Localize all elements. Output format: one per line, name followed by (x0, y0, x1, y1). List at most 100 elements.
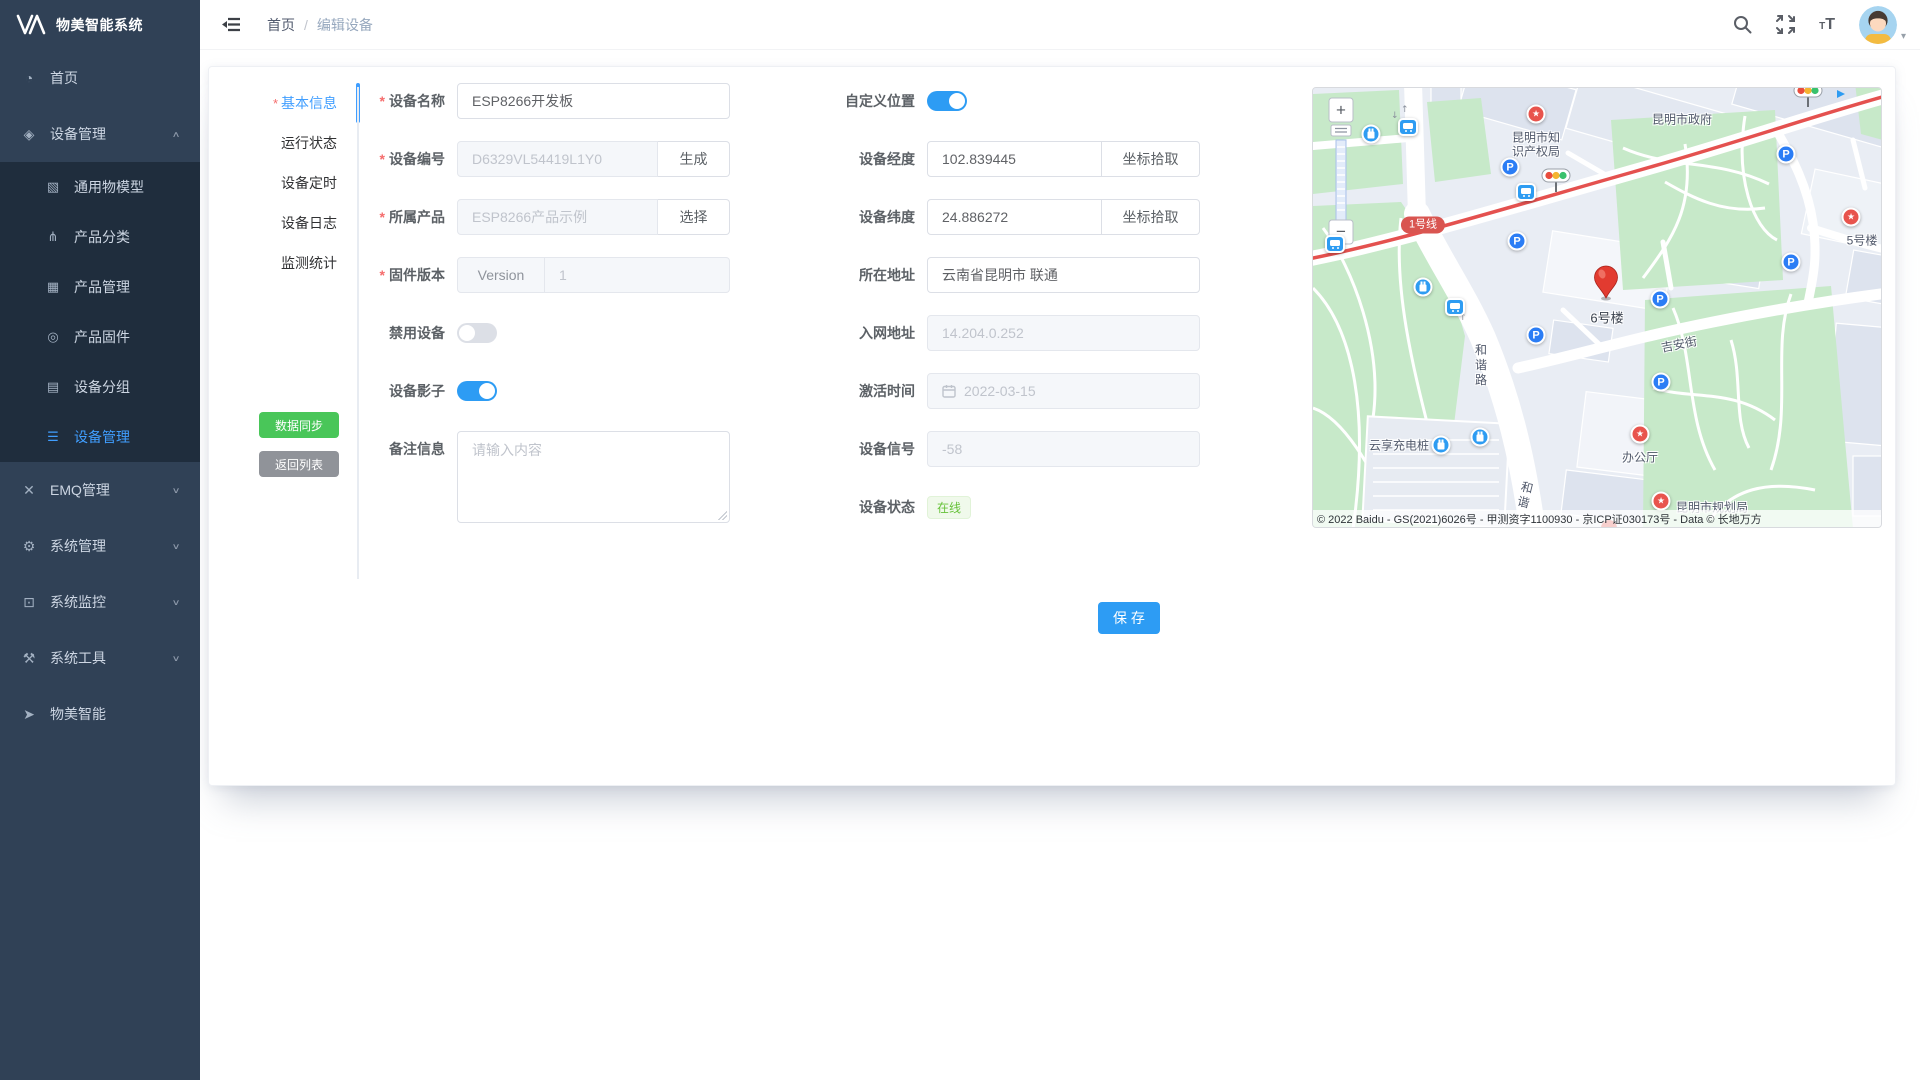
breadcrumb-home[interactable]: 首页 (267, 16, 295, 33)
back-to-list-button[interactable]: 返回列表 (259, 451, 339, 477)
node-icon: ✕ (23, 481, 35, 498)
main-content: * 基本信息 运行状态 设备定时 设备日志 监测统计 数据同步 返回列表 * 设备名… (200, 50, 1920, 1080)
select-product-button[interactable]: 选择 (658, 199, 730, 235)
sidebar-item-device-mgmt[interactable]: ◈ 设备管理 ∧ (0, 106, 200, 162)
parking-icon[interactable]: P (1507, 231, 1527, 251)
sidebar-item-wumei[interactable]: ➤ 物美智能 (0, 686, 200, 742)
disable-device-row: 禁用设备 (347, 315, 730, 351)
generate-button[interactable]: 生成 (658, 141, 730, 177)
sidebar-item-thing-model[interactable]: ▧ 通用物模型 (0, 162, 200, 212)
pick-longitude-button[interactable]: 坐标拾取 (1102, 141, 1200, 177)
zoom-slider-handle[interactable] (1330, 124, 1352, 137)
tab-device-log[interactable]: 设备日志 (281, 215, 337, 231)
sidebar-item-system-mgmt[interactable]: ⚙ 系统管理 ∨ (0, 518, 200, 574)
sidebar-item-product-mgmt[interactable]: ▦ 产品管理 (0, 262, 200, 312)
poi-star-icon[interactable]: ★ (1526, 104, 1546, 124)
map-label-government: 昆明市政府 (1651, 112, 1713, 127)
minus-icon: − (1336, 222, 1346, 241)
disable-device-toggle[interactable] (457, 323, 497, 343)
bus-stop-icon[interactable] (1516, 183, 1536, 201)
chevron-down-icon: ∨ (171, 653, 181, 663)
gear-icon: ⚙ (22, 537, 36, 554)
user-menu[interactable]: ▾ (1858, 5, 1906, 44)
sidebar-item-device-list-active[interactable]: ☰ 设备管理 (0, 412, 200, 462)
bus-stop-icon[interactable] (1445, 298, 1465, 316)
activation-date-input: 2022-03-15 (927, 373, 1200, 409)
sidebar-item-device-group[interactable]: ▤ 设备分组 (0, 362, 200, 412)
sidebar-item-emq[interactable]: ✕ EMQ管理 ∨ (0, 462, 200, 518)
charging-station-icon[interactable] (1413, 277, 1433, 297)
save-button[interactable]: 保 存 (1098, 602, 1160, 634)
custom-location-row: 自定义位置 (817, 83, 1200, 119)
sidebar-item-system-tools[interactable]: ⚒ 系统工具 ∨ (0, 630, 200, 686)
parking-icon[interactable]: P (1651, 372, 1671, 392)
custom-location-toggle[interactable] (927, 91, 967, 111)
tab-basic-info[interactable]: * 基本信息 (272, 95, 337, 111)
chevron-down-icon: ∨ (171, 485, 181, 495)
breadcrumb-separator: / (304, 16, 308, 33)
svg-text:↑: ↑ (1459, 313, 1467, 323)
baidu-map[interactable]: ↑ ↑ ↓ (1312, 87, 1882, 528)
collection-icon: ◈ (23, 125, 35, 142)
firmware-prefix: Version (457, 257, 545, 293)
sidebar-item-product-category[interactable]: ⋔ 产品分类 (0, 212, 200, 262)
poi-star-icon[interactable]: ★ (1841, 207, 1861, 227)
form-left-column: * 设备名称 ESP8266开发板 * 设备编号 D6329VL54419L1Y0 … (347, 83, 730, 545)
pick-latitude-button[interactable]: 坐标拾取 (1102, 199, 1200, 235)
parking-icon[interactable]: P (1500, 157, 1520, 177)
longitude-input[interactable]: 102.839445 (927, 141, 1102, 177)
map-label-ipo-1: 昆明市知 (1511, 130, 1561, 145)
required-mark: * (379, 151, 385, 167)
tab-device-timer[interactable]: 设备定时 (281, 175, 337, 191)
sidebar: 物美智能系统 ◔ 首页 ◈ 设备管理 ∧ ▧ 通用物模型 ⋔ 产品分类 ▦ 产品… (0, 0, 200, 1080)
app-logo[interactable]: 物美智能系统 (0, 0, 200, 50)
sidebar-item-product-firmware[interactable]: ◎ 产品固件 (0, 312, 200, 362)
device-shadow-toggle[interactable] (457, 381, 497, 401)
signal-input: -58 (927, 431, 1200, 467)
charging-station-icon[interactable] (1361, 124, 1381, 144)
search-icon[interactable] (1733, 15, 1752, 34)
product-row: * 所属产品 ESP8266产品示例 选择 (347, 199, 730, 235)
sidebar-collapse-icon[interactable] (222, 17, 241, 32)
edit-device-card: * 基本信息 运行状态 设备定时 设备日志 监测统计 数据同步 返回列表 * 设备名… (208, 66, 1896, 786)
traffic-light-icon (1793, 88, 1823, 107)
tab-monitor-stats[interactable]: 监测统计 (281, 255, 337, 271)
parking-icon[interactable]: P (1781, 252, 1801, 272)
caret-down-icon: ▾ (1900, 30, 1906, 42)
fullscreen-icon[interactable] (1776, 15, 1796, 34)
parking-icon[interactable]: P (1776, 144, 1796, 164)
calendar-icon (942, 384, 956, 398)
poi-star-icon[interactable]: ★ (1630, 424, 1650, 444)
map-label-b6: 6号楼 (1590, 310, 1624, 326)
status-badge: 在线 (927, 496, 972, 519)
resize-handle-icon[interactable] (717, 510, 727, 520)
longitude-row: 设备经度 102.839445 坐标拾取 (817, 141, 1200, 177)
sidebar-item-label: 产品管理 (74, 279, 130, 295)
zoom-in-button[interactable] (1328, 97, 1354, 123)
address-input[interactable]: 云南省昆明市 联通 (927, 257, 1200, 293)
parking-icon[interactable]: P (1650, 289, 1670, 309)
poi-star-icon[interactable]: ★ (1651, 491, 1671, 511)
device-name-input[interactable]: ESP8266开发板 (457, 83, 730, 119)
charging-station-icon[interactable] (1431, 435, 1451, 455)
sidebar-item-label: 设备管理 (50, 126, 106, 142)
map-label-ipo-2: 识产权局 (1511, 144, 1561, 159)
device-no-row: * 设备编号 D6329VL54419L1Y0 生成 (347, 141, 730, 177)
charging-station-icon[interactable] (1470, 427, 1490, 447)
sidebar-item-home[interactable]: ◔ 首页 (0, 50, 200, 106)
avatar[interactable] (1858, 5, 1897, 44)
remark-textarea[interactable]: 请输入内容 (457, 431, 730, 523)
data-sync-button[interactable]: 数据同步 (259, 412, 339, 438)
bus-stop-icon[interactable] (1398, 118, 1418, 136)
tab-run-status[interactable]: 运行状态 (281, 135, 337, 151)
latitude-input[interactable]: 24.886272 (927, 199, 1102, 235)
bus-stop-icon[interactable] (1325, 235, 1345, 253)
plus-icon: + (1336, 101, 1346, 120)
breadcrumb-current: 编辑设备 (316, 16, 373, 33)
parking-icon[interactable]: P (1526, 325, 1546, 345)
sidebar-item-system-monitor[interactable]: ⊡ 系统监控 ∨ (0, 574, 200, 630)
device-location-pin[interactable] (1593, 265, 1619, 304)
